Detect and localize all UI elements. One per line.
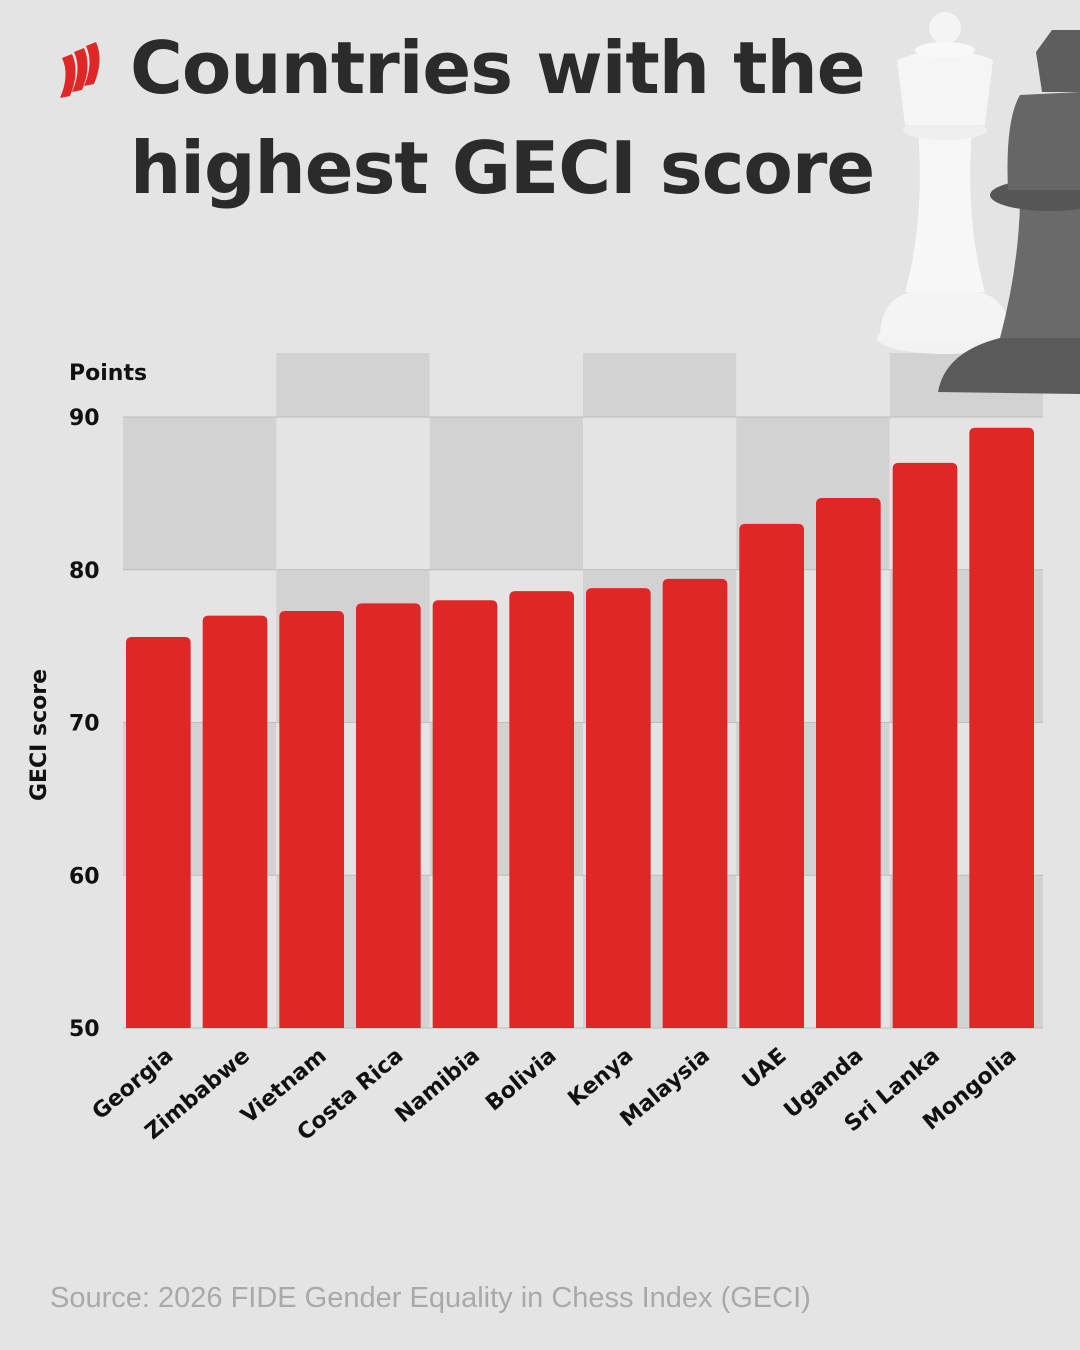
bar-malaysia: [662, 578, 728, 1028]
queen-icon: [877, 12, 1013, 354]
bar-georgia: [126, 636, 191, 1028]
board-square: [736, 353, 890, 417]
board-square: [583, 353, 737, 417]
title-line-2: highest GECI score: [130, 126, 875, 210]
logo-stroke-2: [84, 42, 100, 86]
logo-stroke-0: [60, 54, 76, 98]
logo-stroke-1: [72, 48, 88, 92]
y-tick-label: 80: [69, 559, 100, 584]
king-icon: [938, 30, 1080, 394]
x-category-label: Kenya: [564, 1043, 639, 1111]
bar-sri-lanka: [892, 462, 958, 1028]
bars: [126, 427, 1034, 1028]
source-note: Source: 2026 FIDE Gender Equality in Che…: [50, 1282, 811, 1314]
bar-uae: [739, 523, 804, 1028]
bar-mongolia: [969, 427, 1034, 1028]
x-category-label: Bolivia: [481, 1043, 561, 1116]
x-category-label: Namibia: [391, 1043, 485, 1128]
y-tick-label: 70: [69, 712, 100, 737]
board-square: [429, 353, 583, 417]
unit-label: Points: [69, 361, 147, 386]
y-tick-label: 90: [69, 406, 100, 431]
y-axis-ticks: 50 60 70 80 90: [69, 406, 100, 1042]
gridlines: [123, 416, 1043, 1029]
bar-namibia: [432, 600, 498, 1028]
sbs-logo-icon: [60, 42, 100, 98]
bar-costa-rica: [356, 603, 421, 1028]
bar-uganda: [816, 497, 881, 1028]
chess-pieces-icon: [877, 12, 1080, 394]
bar-zimbabwe: [202, 615, 268, 1028]
x-category-label: UAE: [738, 1043, 792, 1094]
bar-vietnam: [279, 610, 344, 1028]
board-square: [583, 417, 737, 570]
y-axis-title: GECI score: [27, 669, 52, 801]
title-line-1: Countries with the: [130, 26, 866, 110]
board-square: [276, 417, 430, 570]
y-tick-label: 50: [69, 1017, 100, 1042]
board-square: [276, 353, 430, 417]
bar-bolivia: [509, 591, 574, 1028]
board-square: [429, 417, 583, 570]
board-square: [123, 417, 277, 570]
bar-kenya: [586, 588, 651, 1028]
y-tick-label: 60: [69, 864, 100, 889]
